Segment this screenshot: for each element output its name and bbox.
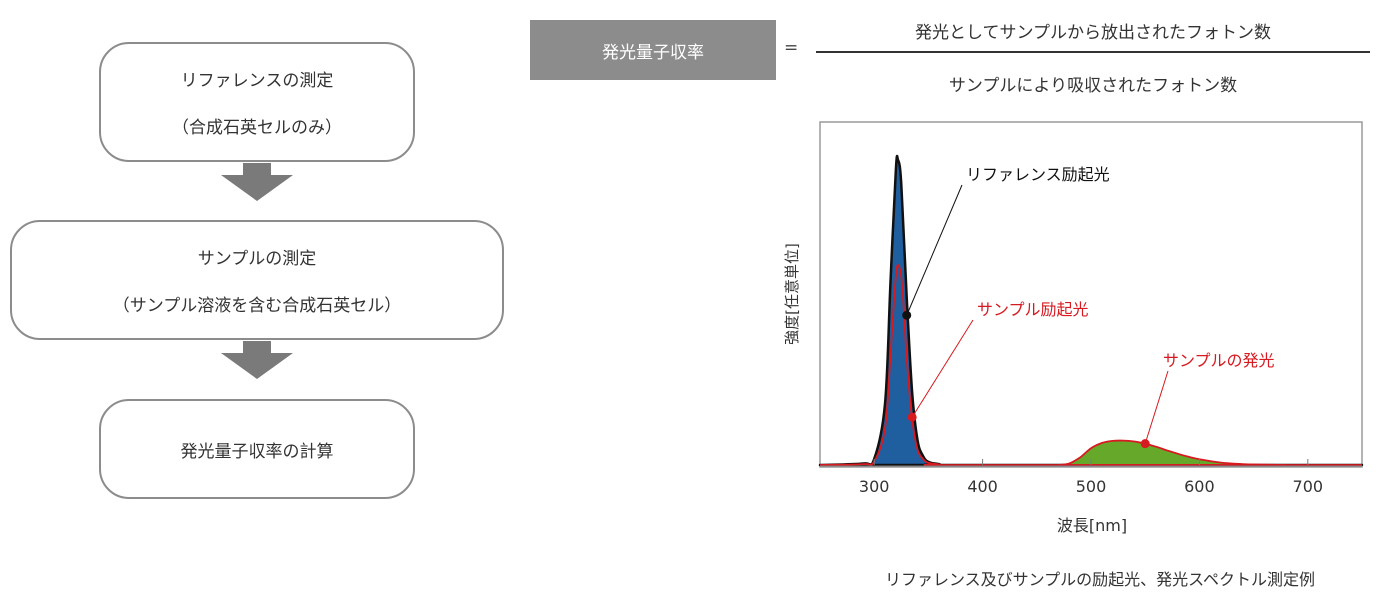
flow-step-reference-note: （合成石英セルのみ）: [172, 118, 342, 138]
equals-sign: =: [784, 38, 799, 58]
y-axis-label: 強度[任意単位]: [783, 243, 801, 345]
annotation-reference-excitation-dot: [902, 310, 912, 320]
fraction-line: [816, 51, 1370, 53]
x-tick-label: 400: [967, 477, 998, 496]
series-sample-emission: [1058, 439, 1287, 466]
annotation-sample-emission-label: サンプルの発光: [1163, 351, 1275, 370]
x-tick-label: 300: [859, 477, 890, 496]
annotation-sample-excitation-dot: [907, 412, 917, 422]
x-tick-label: 600: [1184, 477, 1215, 496]
flow-step-sample-note: （サンプル溶液を含む合成石英セル）: [112, 296, 402, 316]
annotation-reference-excitation-leader: [906, 184, 963, 316]
series-sample-excitation: [819, 263, 1363, 466]
flow-step-calculation: 発光量子収率の計算: [99, 399, 415, 499]
flow-step-calculation-title: 発光量子収率の計算: [180, 441, 334, 462]
x-tick-label: 500: [1076, 477, 1107, 496]
annotation-sample-emission-dot: [1140, 439, 1150, 449]
flow-step-reference: リファレンスの測定 （合成石英セルのみ）: [99, 42, 415, 162]
flow-step-sample: サンプルの測定 （サンプル溶液を含む合成石英セル）: [10, 220, 504, 340]
flow-step-sample-title: サンプルの測定: [197, 249, 317, 269]
chart-caption: リファレンス及びサンプルの励起光、発光スペクトル測定例: [884, 570, 1316, 589]
x-tick-label: 700: [1293, 477, 1324, 496]
annotation-sample-excitation-leader: [911, 319, 974, 418]
annotation-sample-emission-leader: [1144, 370, 1169, 444]
annotation-sample-excitation-label: サンプル励起光: [977, 300, 1089, 319]
annotation-reference-excitation-label: リファレンス励起光: [966, 165, 1110, 184]
formula-denominator: サンプルにより吸収されたフォトン数: [948, 76, 1238, 96]
quantum-yield-label: 発光量子収率: [530, 20, 776, 80]
flow-step-reference-title: リファレンスの測定: [180, 71, 334, 91]
plot-frame: [819, 121, 1363, 468]
x-axis-label: 波長[nm]: [1057, 516, 1127, 535]
formula-numerator: 発光としてサンプルから放出されたフォトン数: [915, 23, 1271, 43]
